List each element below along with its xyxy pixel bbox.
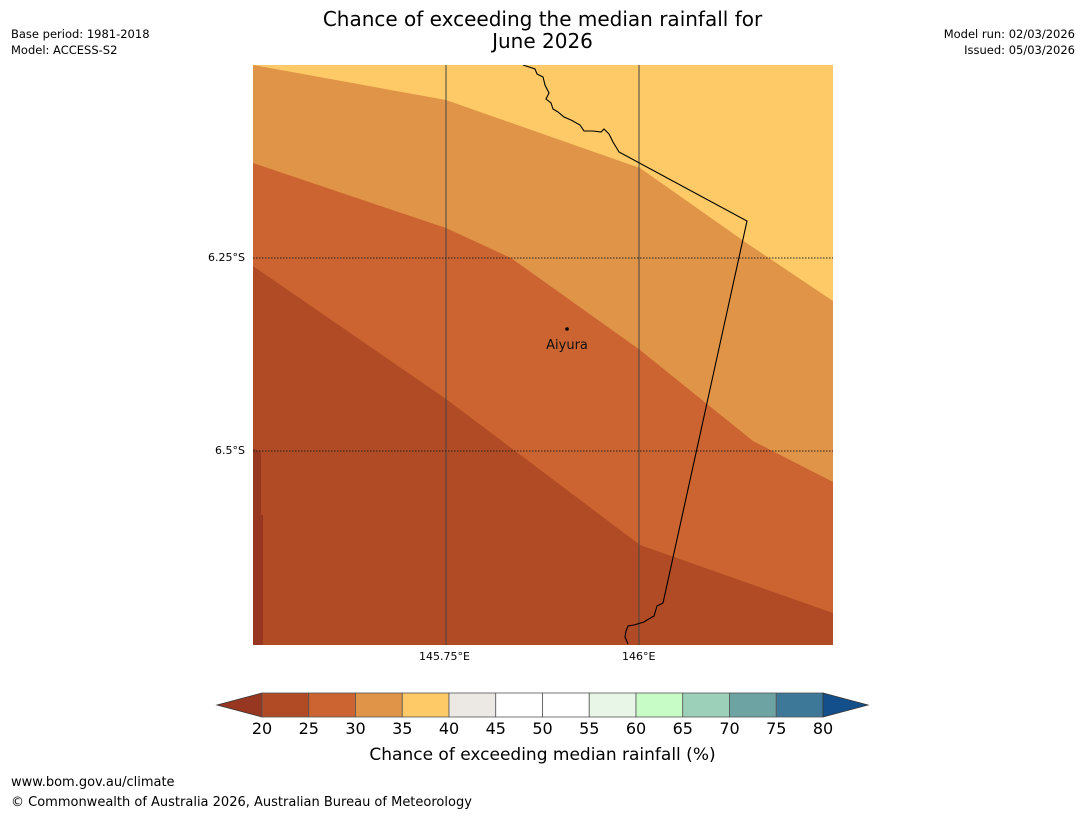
colorbar-box-30-35: [355, 692, 403, 718]
colorbar-box-35-40: [401, 692, 450, 718]
base-period: Base period: 1981-2018: [11, 27, 150, 41]
footer-copyright: © Commonwealth of Australia 2026, Austra…: [11, 795, 472, 810]
colorbar-under-triangle: [215, 692, 263, 718]
colorbar-box-55-60: [588, 692, 637, 718]
colorbar-tick-65: 65: [672, 719, 693, 738]
colorbar-label: Chance of exceeding median rainfall (%): [369, 745, 716, 765]
colorbar-tick-35: 35: [392, 719, 413, 738]
meta-left: Base period: 1981-2018 Model: ACCESS-S2: [11, 26, 150, 58]
title-line-1: Chance of exceeding the median rainfall …: [322, 7, 763, 31]
colorbar-box-40-45: [448, 692, 497, 718]
province-boundary: [522, 65, 748, 645]
colorbar-tick-70: 70: [719, 719, 740, 738]
colorbar-box-45-50: [495, 692, 543, 718]
title-line-2: June 2026: [492, 29, 593, 53]
issued-date: Issued: 05/03/2026: [964, 43, 1075, 57]
meta-right: Model run: 02/03/2026 Issued: 05/03/2026: [944, 26, 1075, 58]
colorbar-box-60-65: [635, 692, 684, 718]
aiyura-marker: [565, 327, 569, 331]
model-name: Model: ACCESS-S2: [11, 43, 118, 57]
colorbar-tick-20: 20: [251, 719, 273, 738]
colorbar-tick-55: 55: [579, 719, 600, 738]
colorbar-tick-75: 75: [766, 719, 787, 738]
zone-below-20: [253, 448, 263, 645]
lat-label-6-5: 6.5°S: [215, 444, 245, 457]
aiyura-label: Aiyura: [546, 338, 588, 353]
colorbar-tick-40: 40: [438, 719, 460, 738]
colorbar-box-25-30: [308, 692, 356, 718]
lon-label-145-75: 145.75°E: [419, 650, 470, 663]
colorbar-box-20-25: [261, 692, 310, 718]
colorbar-box-50-55: [542, 692, 590, 718]
lon-label-146: 146°E: [622, 650, 656, 663]
colorbar-box-65-70: [682, 692, 730, 718]
model-run: Model run: 02/03/2026: [943, 27, 1075, 41]
chart-title: Chance of exceeding the median rainfall …: [0, 8, 1085, 52]
colorbar-box-75-80: [775, 692, 824, 718]
colorbar-tick-60: 60: [625, 719, 647, 738]
colorbar-tick-80: 80: [812, 719, 834, 738]
rainfall-map: Aiyura: [253, 65, 833, 645]
colorbar-tick-25: 25: [298, 719, 319, 738]
colorbar-box-70-75: [729, 692, 777, 718]
lat-label-6-25: 6.25°S: [208, 251, 245, 264]
colorbar-tick-50: 50: [532, 719, 553, 738]
colorbar-tick-45: 45: [485, 719, 506, 738]
colorbar-tick-30: 30: [345, 719, 366, 738]
colorbar-over-triangle: [822, 692, 870, 718]
footer-url[interactable]: www.bom.gov.au/climate: [11, 775, 175, 790]
colorbar: [215, 692, 870, 718]
zone-band-20-25: [253, 266, 833, 645]
